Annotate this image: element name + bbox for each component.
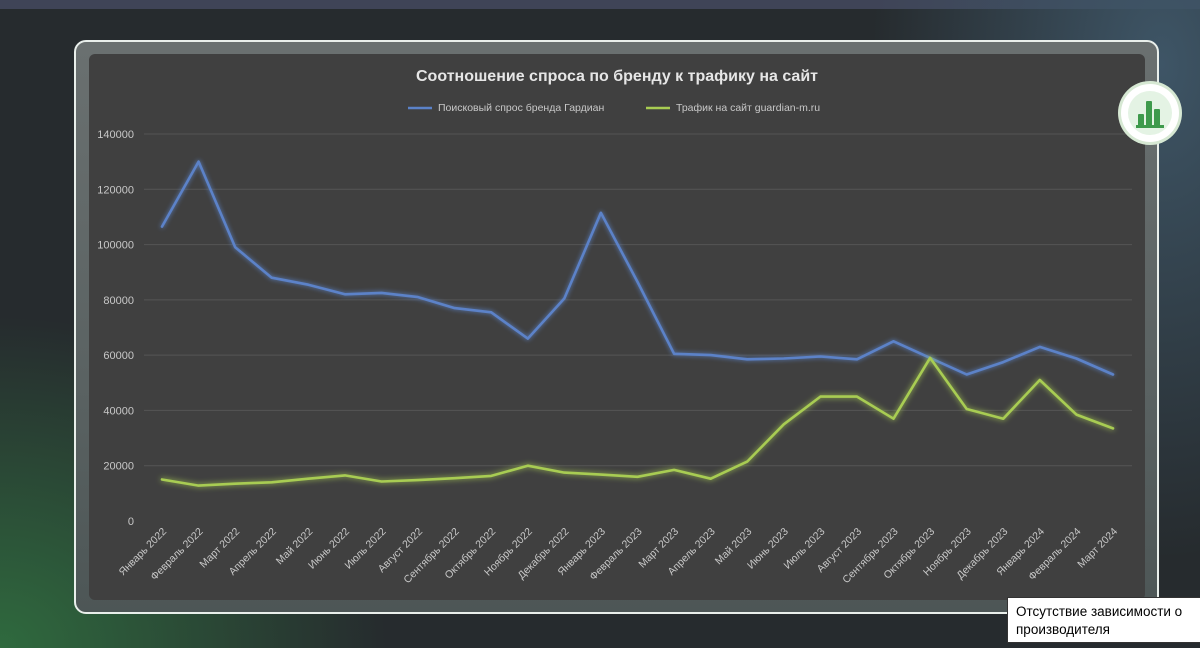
x-tick-label: Март 2024	[1075, 526, 1120, 571]
chart-title: Соотношение спроса по бренду к трафику н…	[416, 68, 818, 85]
y-tick-label: 40000	[103, 405, 134, 417]
y-tick-label: 80000	[103, 295, 134, 307]
series-line-2	[160, 356, 1115, 487]
legend-label-series-1: Поисковый спрос бренда Гардиан	[438, 102, 604, 114]
y-tick-label: 100000	[97, 240, 134, 252]
y-tick-label: 20000	[103, 461, 134, 473]
y-tick-label: 120000	[97, 184, 134, 196]
tooltip-line-2: производителя	[1016, 622, 1110, 637]
tooltip: Отсутствие зависимости о производителя	[1007, 597, 1200, 643]
y-tick-label: 0	[128, 516, 134, 528]
y-axis-ticks: 0 20000 40000 60000 80000 100000 120000 140000	[97, 129, 134, 528]
legend: Поисковый спрос бренда Гардиан Трафик на…	[408, 102, 820, 114]
tooltip-line-1: Отсутствие зависимости о	[1016, 604, 1183, 619]
y-tick-label: 60000	[103, 350, 134, 362]
y-tick-label: 140000	[97, 129, 134, 141]
top-bar	[0, 0, 1200, 9]
series-layer	[160, 160, 1115, 487]
chart-badge[interactable]	[1121, 84, 1179, 142]
chart-panel	[89, 54, 1145, 600]
legend-label-series-2: Трафик на сайт guardian-m.ru	[676, 102, 820, 114]
series-line-1	[160, 160, 1115, 376]
bar-chart-icon	[1136, 101, 1164, 128]
grid-layer	[144, 133, 1132, 467]
